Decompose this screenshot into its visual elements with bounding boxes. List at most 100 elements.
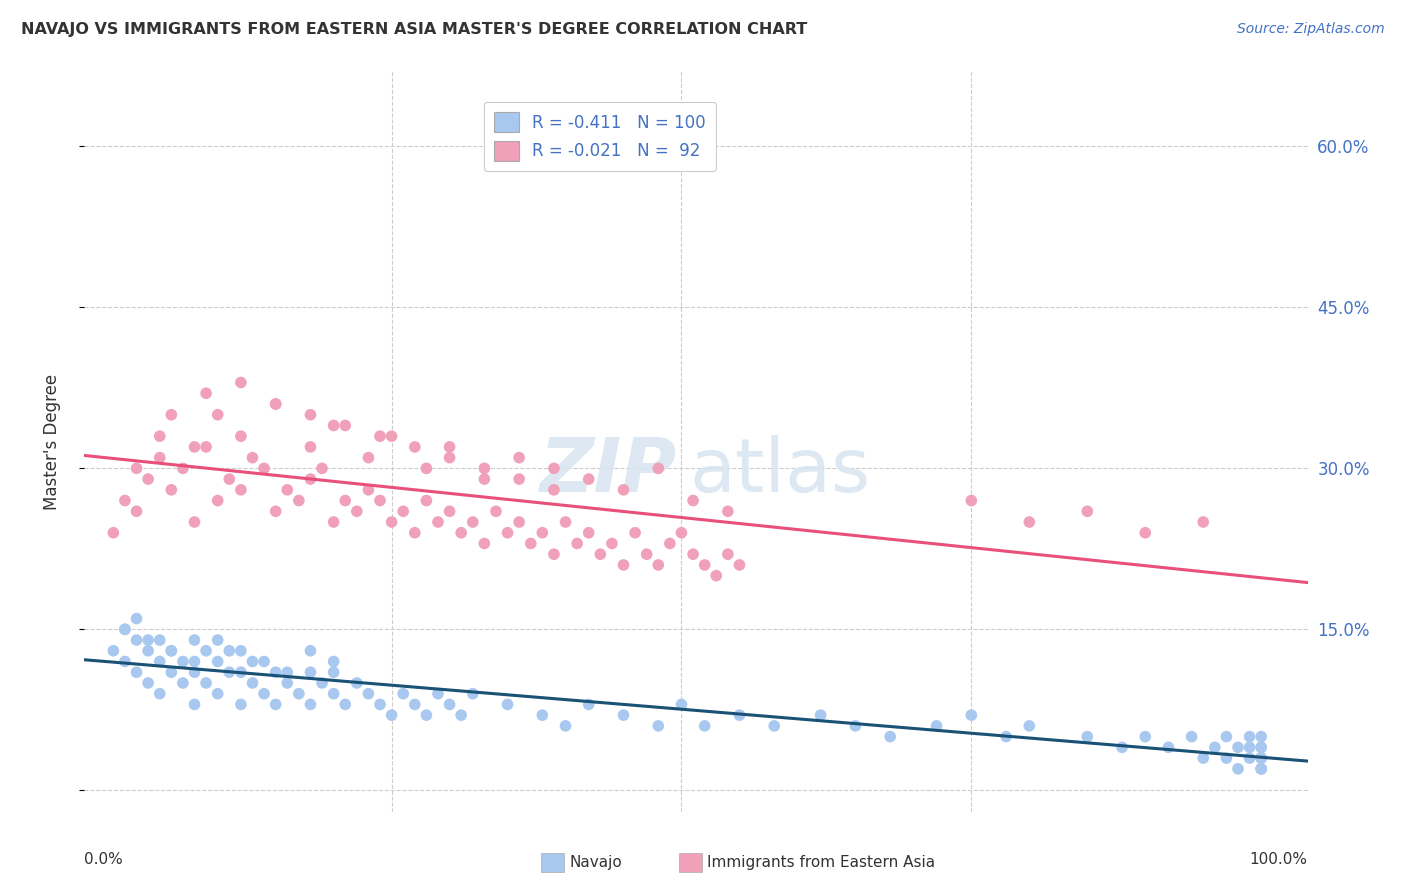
Point [136,644,159,658]
Point [322,655,344,669]
Point [647,558,669,572]
Point [392,687,415,701]
Point [531,708,554,723]
Point [183,515,205,529]
Point [427,687,450,701]
Point [172,461,194,475]
Point [299,698,322,712]
Point [136,633,159,648]
Point [103,644,125,658]
Point [612,558,634,572]
Point [810,708,832,723]
Point [1250,740,1272,755]
Point [172,676,194,690]
Point [612,708,634,723]
Point [276,483,298,497]
Point [114,655,136,669]
Point [229,698,252,712]
Point [183,633,205,648]
Point [508,450,530,465]
Point [264,397,287,411]
Point [925,719,948,733]
Point [763,719,786,733]
Point [461,687,484,701]
Point [160,644,183,658]
Point [311,461,333,475]
Point [368,429,391,443]
Point [183,665,205,680]
Point [565,536,588,550]
Point [636,547,658,561]
Point [346,504,368,518]
Text: NAVAJO VS IMMIGRANTS FROM EASTERN ASIA MASTER'S DEGREE CORRELATION CHART: NAVAJO VS IMMIGRANTS FROM EASTERN ASIA M… [21,22,807,37]
Point [264,665,287,680]
Point [299,440,322,454]
Point [578,472,600,486]
Point [879,730,901,744]
Point [160,483,183,497]
Point [671,698,693,712]
Point [149,429,172,443]
Point [1018,515,1040,529]
Point [404,525,426,540]
Point [322,687,344,701]
Point [299,472,322,486]
Point [647,719,669,733]
Point [149,633,172,648]
Point [415,493,437,508]
Point [1135,730,1157,744]
Point [218,665,240,680]
Point [647,461,669,475]
Point [136,676,159,690]
Point [1215,751,1237,765]
Point [995,730,1018,744]
Point [276,676,298,690]
Point [439,504,461,518]
Point [242,655,264,669]
Point [427,515,450,529]
Point [195,676,218,690]
Point [381,515,404,529]
Point [357,450,380,465]
Point [264,698,287,712]
Point [404,440,426,454]
Point [160,408,183,422]
Point [1227,762,1250,776]
Point [1135,525,1157,540]
Point [183,440,205,454]
Point [299,665,322,680]
Point [288,493,311,508]
Point [461,515,484,529]
Point [1227,740,1250,755]
Point [136,472,159,486]
Point [392,504,415,518]
Point [704,568,727,582]
Text: atlas: atlas [690,434,870,508]
Point [1181,730,1204,744]
Point [149,655,172,669]
Point [1250,751,1272,765]
Point [600,536,623,550]
Legend: R = -0.411   N = 100, R = -0.021   N =  92: R = -0.411 N = 100, R = -0.021 N = 92 [484,102,716,171]
Point [439,440,461,454]
Point [543,461,565,475]
Point [357,687,380,701]
Point [253,461,276,475]
Point [229,376,252,390]
Text: 0.0%: 0.0% [84,853,124,867]
Point [439,698,461,712]
Point [322,418,344,433]
Point [335,698,357,712]
Point [346,676,368,690]
Point [172,655,194,669]
Point [1250,751,1272,765]
Point [543,547,565,561]
Point [450,525,472,540]
Point [960,493,983,508]
Point [1157,740,1180,755]
Point [311,676,333,690]
Text: ZIP: ZIP [540,434,678,508]
Point [728,708,751,723]
Point [229,665,252,680]
Point [381,429,404,443]
